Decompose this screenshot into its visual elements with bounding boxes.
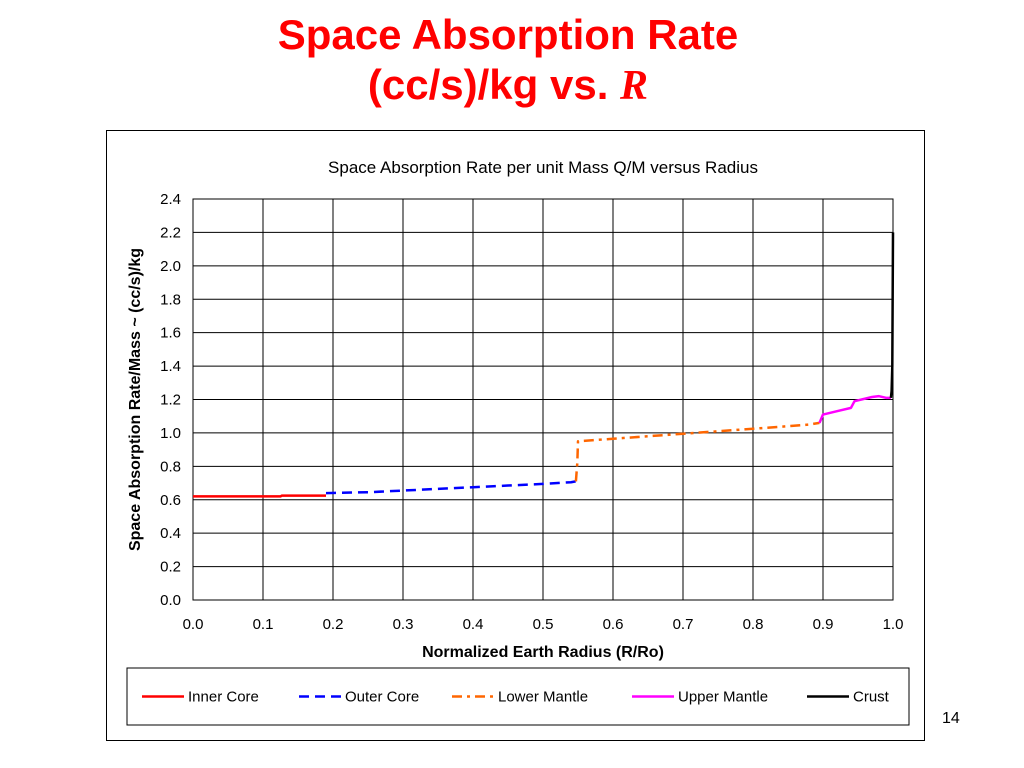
chart-svg: Space Absorption Rate per unit Mass Q/M … <box>126 158 910 726</box>
slide-title-variable: R <box>620 63 649 109</box>
x-tick-label: 0.0 <box>183 616 204 633</box>
series-line-inner-core <box>193 494 326 498</box>
chart-frame: Space Absorption Rate per unit Mass Q/M … <box>106 130 925 741</box>
y-tick-label: 2.2 <box>160 224 181 241</box>
slide-title-line2-text: (cc/s)/kg vs. <box>367 61 621 108</box>
x-tick-label: 0.2 <box>323 616 344 633</box>
series-line-crust <box>889 232 895 398</box>
x-tick-label: 0.6 <box>603 616 624 633</box>
chart-title: Space Absorption Rate per unit Mass Q/M … <box>328 158 758 177</box>
y-axis-label: Space Absorption Rate/Mass ~ (cc/s)/kg <box>127 248 144 551</box>
slide-title: Space Absorption Rate (cc/s)/kg vs. R <box>0 10 1016 111</box>
series-line-lower-mantle <box>574 421 820 482</box>
y-tick-label: 1.8 <box>160 291 181 308</box>
x-tick-label: 0.8 <box>743 616 764 633</box>
slide-title-line2: (cc/s)/kg vs. R <box>0 60 1016 111</box>
y-tick-label: 0.0 <box>160 592 181 609</box>
x-tick-label: 0.7 <box>673 616 694 633</box>
legend-box <box>126 667 910 726</box>
y-tick-label: 0.6 <box>160 492 181 509</box>
y-tick-label: 2.4 <box>160 191 181 208</box>
legend-label-inner-core: Inner Core <box>188 689 259 706</box>
legend-label-lower-mantle: Lower Mantle <box>498 689 588 706</box>
y-tick-label: 1.6 <box>160 325 181 342</box>
plot-border <box>192 198 894 601</box>
slide-title-line1: Space Absorption Rate <box>277 11 739 58</box>
y-tick-label: 0.2 <box>160 559 181 576</box>
y-tick-label: 1.0 <box>160 425 181 442</box>
page-number: 14 <box>942 710 960 727</box>
legend-label-crust: Crust <box>853 689 890 706</box>
y-tick-label: 2.0 <box>160 258 181 275</box>
series-line-upper-mantle <box>818 394 891 424</box>
legend-label-outer-core: Outer Core <box>345 689 419 706</box>
series-line-outer-core <box>325 480 577 495</box>
legend-label-upper-mantle: Upper Mantle <box>678 689 768 706</box>
y-tick-label: 1.4 <box>160 358 181 375</box>
x-axis-label: Normalized Earth Radius (R/Ro) <box>422 644 664 661</box>
x-tick-label: 0.5 <box>533 616 554 633</box>
y-tick-label: 0.8 <box>160 458 181 475</box>
x-tick-label: 1.0 <box>883 616 904 633</box>
x-tick-label: 0.9 <box>813 616 834 633</box>
x-tick-label: 0.4 <box>463 616 484 633</box>
y-tick-label: 0.4 <box>160 525 181 542</box>
x-tick-label: 0.3 <box>393 616 414 633</box>
x-tick-label: 0.1 <box>253 616 274 633</box>
y-tick-label: 1.2 <box>160 392 181 409</box>
